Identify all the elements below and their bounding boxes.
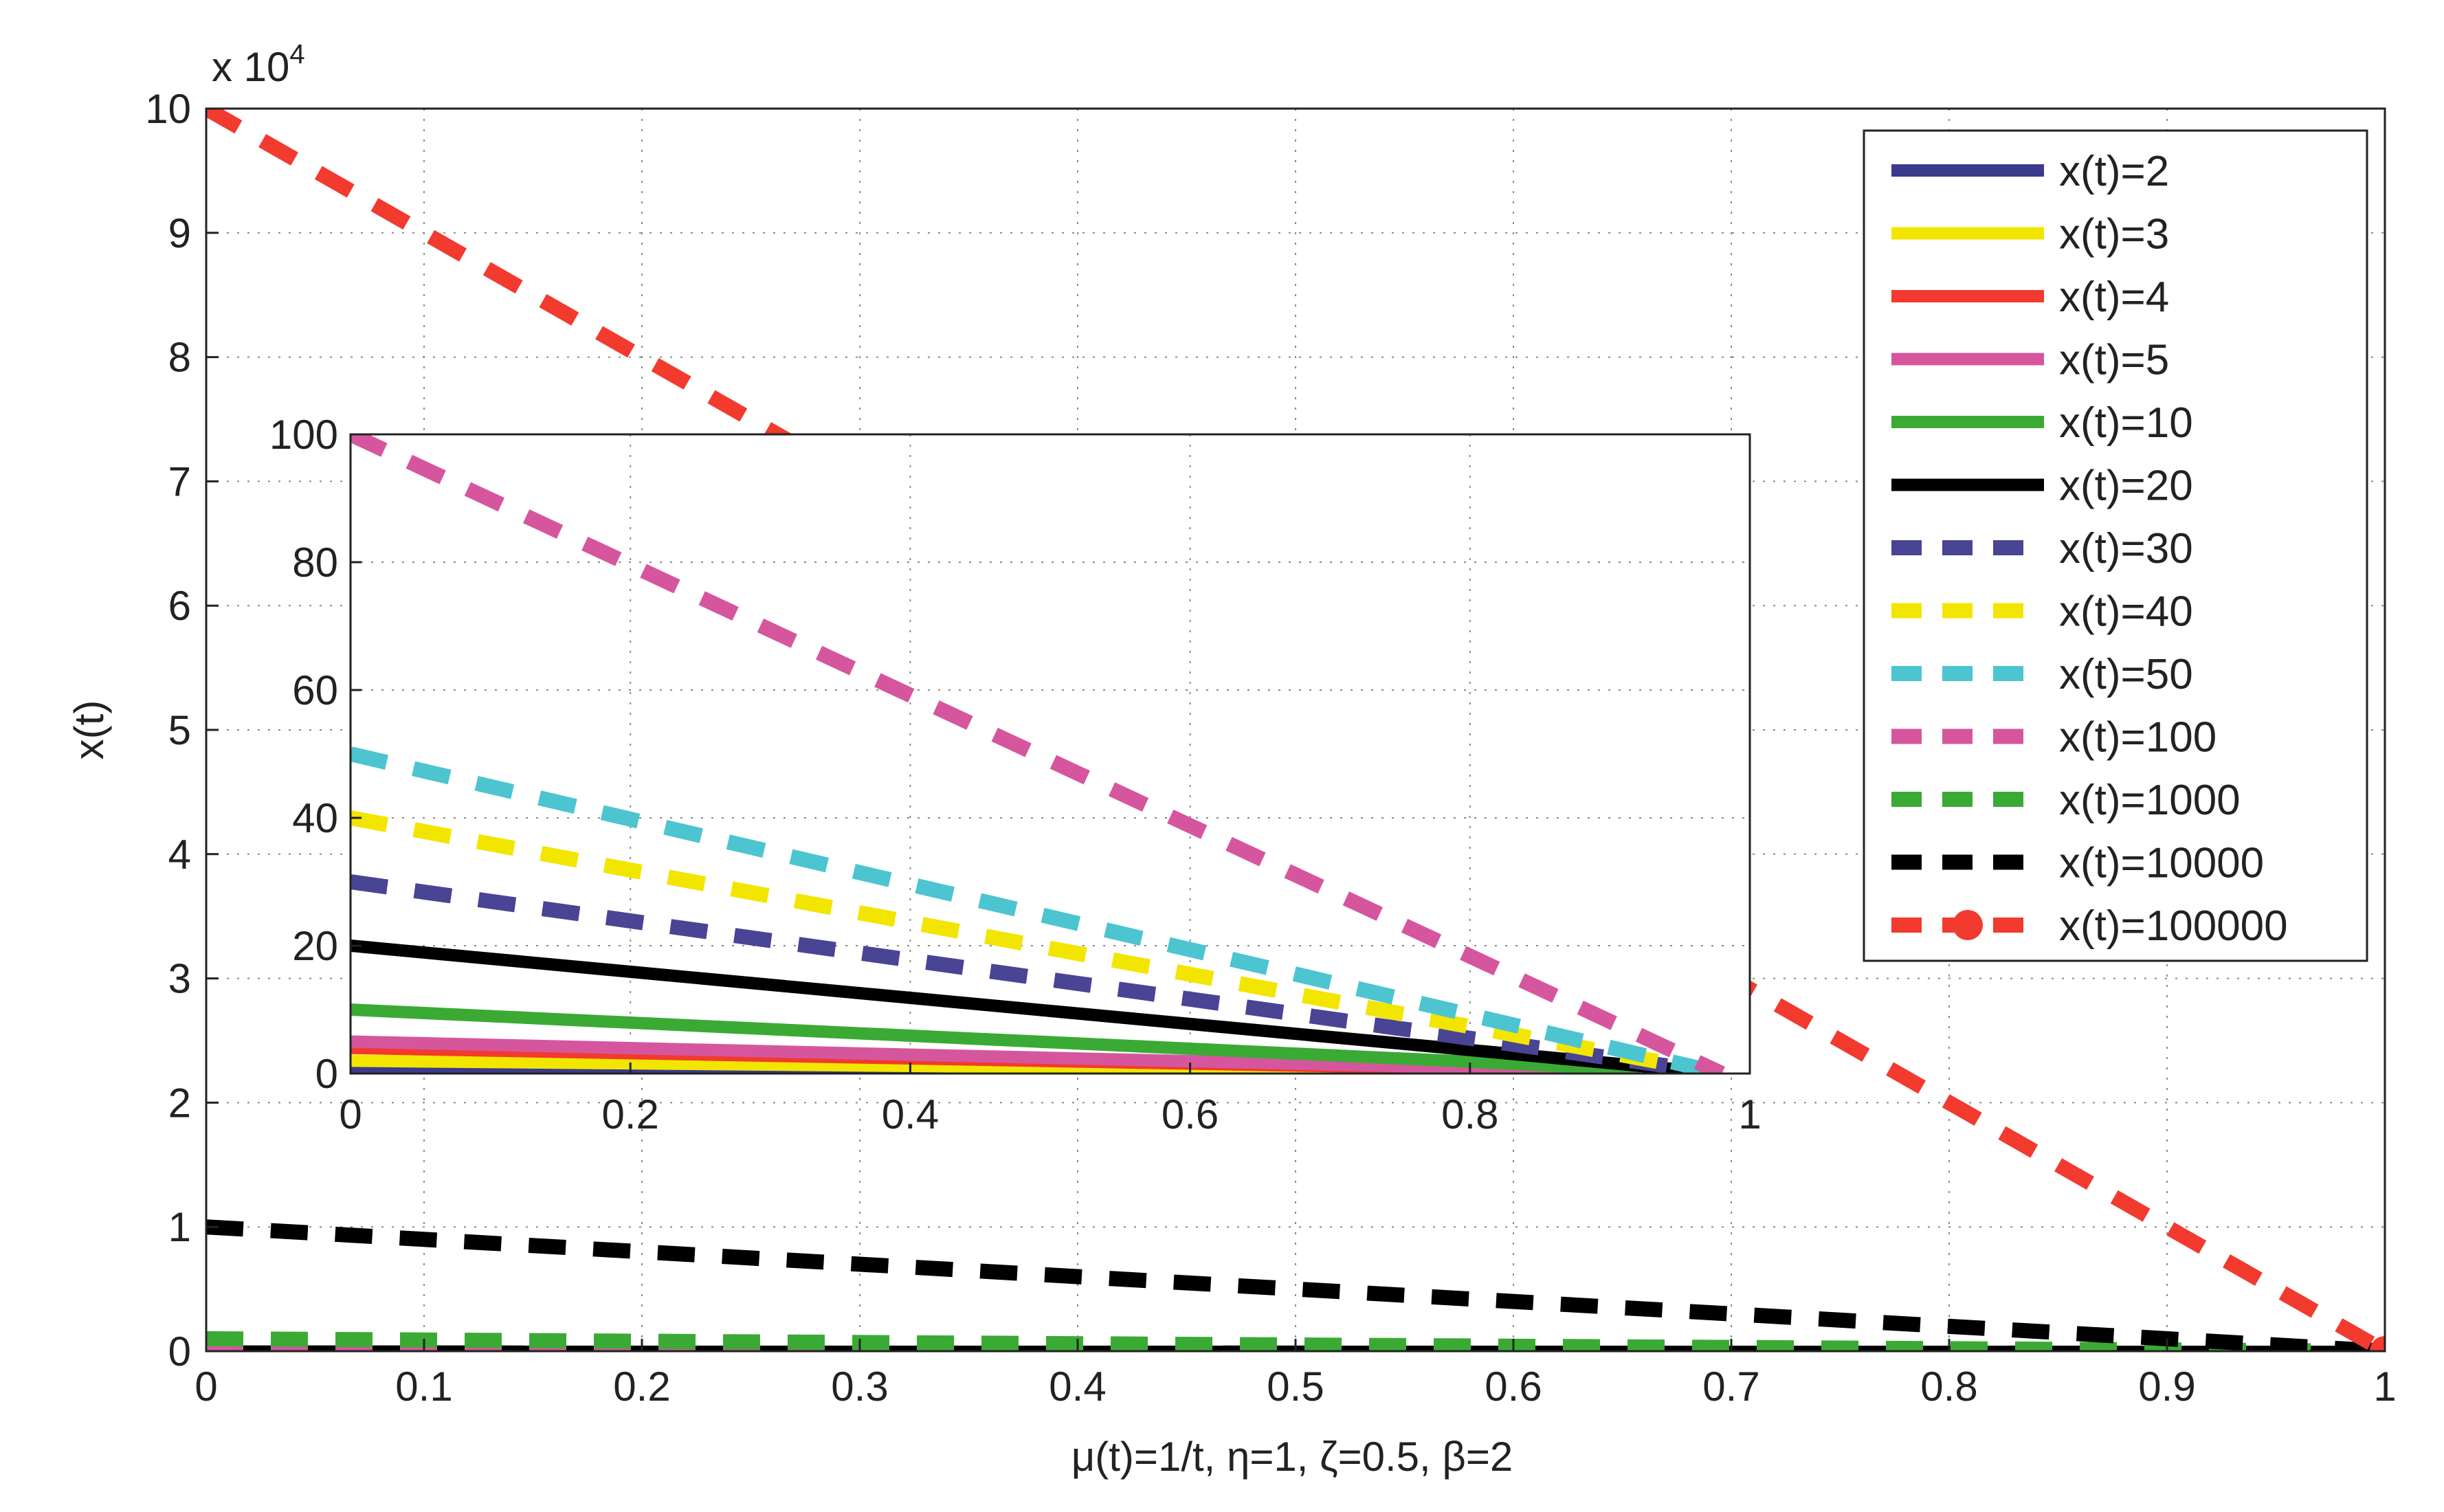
inset-series-line-x-t-50 [351,746,1724,1074]
y-tick-label: 1 [168,1204,191,1250]
x-tick-label: 0.1 [395,1364,452,1410]
x-tick-label: 0.4 [1049,1364,1106,1410]
legend-entry: x(t)=1000 [2059,777,2241,824]
inset-x-tick-label: 1 [1738,1091,1761,1137]
legend-entry: x(t)=30 [2059,525,2193,572]
y-axis-label: x(t) [66,700,112,760]
inset-x-tick-label: 0.4 [882,1091,939,1137]
series-end-marker [2370,1336,2385,1351]
legend: x(t)=2 x(t)=3 x(t)=4 x(t)=5 x(t)=10 x(t)=20 x(… [1863,129,2368,962]
y-tick-label: 4 [168,832,191,878]
legend-entry: x(t)=40 [2059,588,2193,636]
x-tick-label: 1 [2373,1364,2396,1410]
inset-x-tick-label: 0 [339,1091,362,1137]
inset-y-tick-label: 100 [269,412,338,458]
y-exponent-power: 4 [289,39,304,69]
legend-marker [1953,910,1983,940]
x-tick-label: 0.9 [2138,1364,2195,1410]
inset-x-tick-label: 0.8 [1441,1091,1498,1137]
legend-entry: x(t)=5 [2059,337,2169,384]
legend-entry: x(t)=10000 [2059,840,2264,887]
x-tick-label: 0.2 [613,1364,670,1410]
y-exponent-base: x 10 [212,44,289,90]
legend-entry: x(t)=3 [2059,211,2169,258]
inset-plot-frame [349,433,1751,1075]
x-tick-label: 0.8 [1920,1364,1977,1410]
inset-y-tick-label: 80 [292,540,338,586]
inset-series-line-x-t-30 [351,874,1723,1074]
inset-tick-group: 0 0.2 0.4 0.6 0.8 1 0 20 40 60 80 100 [269,412,1762,1137]
legend-entry: x(t)=4 [2059,274,2169,321]
inset-series-line-x-t-20 [351,940,1723,1074]
legend-entry: x(t)=100 [2059,714,2217,761]
y-tick-label: 6 [168,583,191,629]
series-line-x-t-1000 [206,1331,2385,1351]
inset-series-line-x-t-10 [351,1003,1722,1074]
series-line-x-t-10000 [206,1219,2385,1351]
inset-y-tick-label: 20 [292,923,338,969]
legend-entry: x(t)=2 [2059,148,2169,195]
x-tick-label: 0.3 [831,1364,888,1410]
inset-y-tick-label: 40 [292,795,338,841]
x-tick-label: 0.6 [1485,1364,1542,1410]
inset-series-line-x-t-100 [351,434,1725,1074]
inset-grid [351,434,1750,1074]
main-tick-group: 0 0.1 0.2 0.3 0.4 0.5 0.6 0.7 0.8 0.9 101234567891… [145,86,2396,1410]
legend-entry: x(t)=100000 [2059,902,2288,950]
y-tick-label: 9 [168,210,191,256]
inset-series-group [351,434,1725,1074]
y-tick-label: 0 [168,1328,191,1375]
y-tick-label: 10 [145,86,191,132]
x-tick-label: 0.5 [1267,1364,1324,1410]
inset-x-tick-label: 0.6 [1162,1091,1219,1137]
x-tick-label: 0 [195,1364,217,1410]
legend-entry: x(t)=10 [2059,399,2193,447]
legend-entry: x(t)=20 [2059,463,2193,510]
y-tick-label: 8 [168,335,191,381]
inset-y-tick-label: 0 [315,1051,338,1097]
legend-entry: x(t)=50 [2059,651,2193,698]
y-tick-label: 2 [168,1080,191,1126]
y-tick-label: 7 [168,458,191,504]
inset-x-tick-label: 0.2 [601,1091,658,1137]
x-tick-label: 0.7 [1702,1364,1759,1410]
y-exponent-label: x 104 [212,39,305,90]
y-tick-label: 5 [168,707,191,753]
x-axis-label: μ(t)=1/t, η=1, ζ=0.5, β=2 [1071,1434,1513,1480]
inset-y-tick-label: 60 [292,667,338,713]
y-tick-label: 3 [168,956,191,1002]
